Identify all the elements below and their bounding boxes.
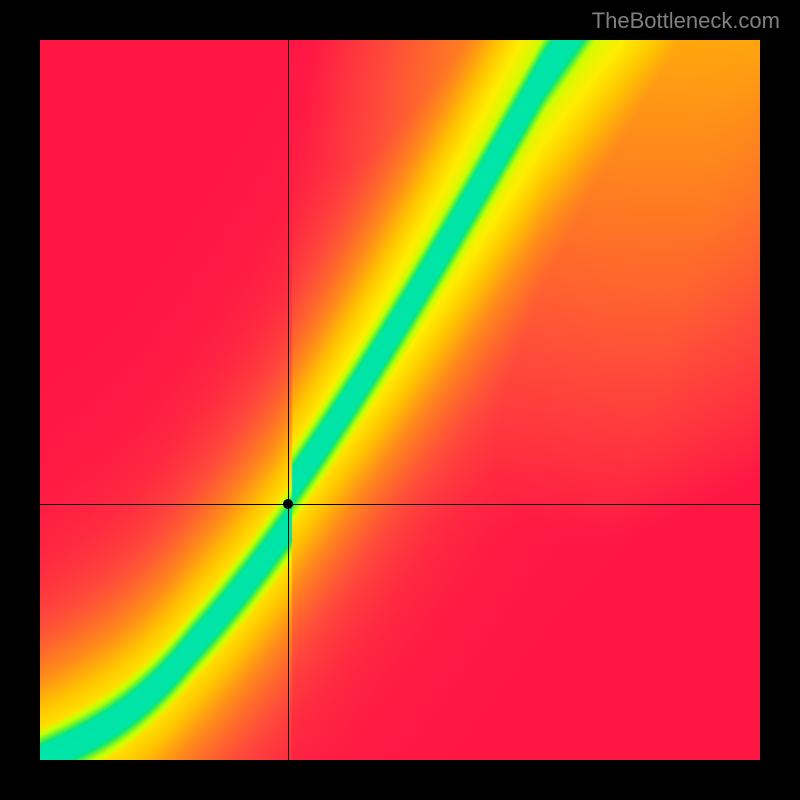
- heatmap-plot: [40, 40, 760, 760]
- data-point-marker: [283, 499, 293, 509]
- watermark-text: TheBottleneck.com: [592, 8, 780, 34]
- crosshair-vertical: [288, 40, 289, 760]
- crosshair-horizontal: [40, 504, 760, 505]
- heatmap-canvas: [40, 40, 760, 760]
